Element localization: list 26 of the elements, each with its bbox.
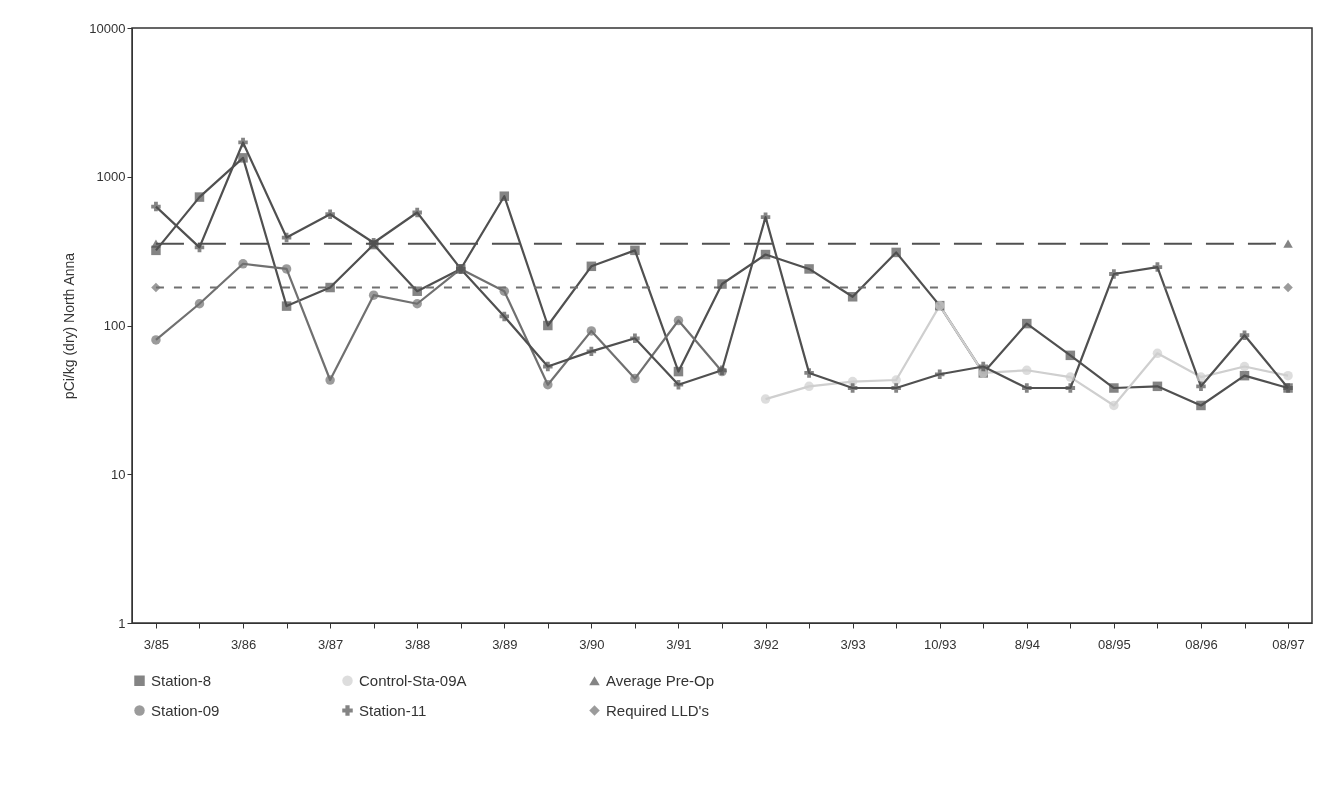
y-tick-label: 1000 [96, 169, 126, 185]
x-tick-label: 3/87 [317, 636, 344, 652]
x-tick-label: 08/95 [1098, 636, 1131, 652]
legend-label: Station-09 [151, 701, 220, 719]
x-tick-label: 3/91 [666, 636, 692, 652]
y-tick-label: 1 [118, 615, 126, 631]
x-tick-label: 3/88 [405, 636, 431, 652]
x-tick-label: 8/94 [1014, 636, 1040, 652]
x-tick-label: 3/90 [579, 636, 605, 652]
x-tick-label: 3/89 [492, 636, 518, 652]
x-tick-label: 3/85 [143, 636, 170, 652]
y-tick-label: 10000 [89, 20, 126, 36]
y-tick-label: 100 [103, 318, 126, 333]
x-tick-label: 08/96 [1185, 636, 1218, 652]
y-axis-title: pCi/kg (dry) North Anna [61, 252, 78, 400]
legend-label: Station-11 [359, 701, 427, 719]
x-tick-label: 3/86 [230, 636, 257, 652]
x-tick-label: 3/93 [840, 636, 866, 652]
x-tick-label: 10/93 [923, 636, 957, 652]
x-tick-label: 3/92 [753, 636, 779, 652]
legend-label: Required LLD's [606, 701, 709, 719]
legend-label: Average Pre-Op [606, 671, 715, 689]
y-tick-label: 10 [111, 466, 126, 482]
x-tick-label: 08/97 [1272, 636, 1305, 652]
legend-label: Station-8 [151, 671, 212, 689]
legend-label: Control-Sta-09A [359, 671, 467, 689]
